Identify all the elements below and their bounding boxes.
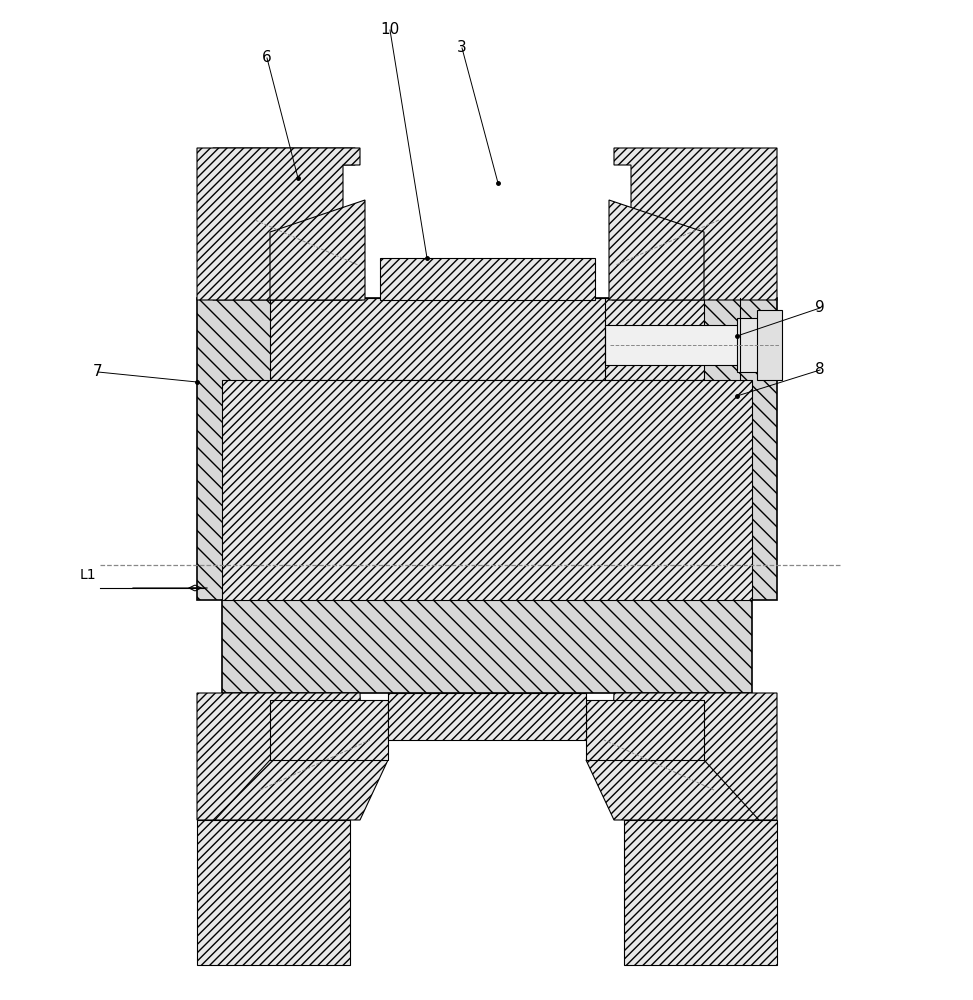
Polygon shape xyxy=(605,325,740,365)
Polygon shape xyxy=(624,820,777,965)
Polygon shape xyxy=(757,310,782,380)
Polygon shape xyxy=(213,148,360,300)
Polygon shape xyxy=(380,258,595,300)
Text: 6: 6 xyxy=(262,50,271,66)
Text: 10: 10 xyxy=(380,22,400,37)
Polygon shape xyxy=(197,298,777,600)
Polygon shape xyxy=(270,200,365,300)
Polygon shape xyxy=(737,318,762,372)
Text: L1: L1 xyxy=(80,568,96,582)
Polygon shape xyxy=(222,600,752,693)
Polygon shape xyxy=(586,760,759,820)
Text: 8: 8 xyxy=(815,362,825,377)
Polygon shape xyxy=(197,148,362,300)
Polygon shape xyxy=(586,700,704,760)
Polygon shape xyxy=(609,200,704,300)
Text: 3: 3 xyxy=(457,40,467,55)
Polygon shape xyxy=(612,693,777,820)
Polygon shape xyxy=(197,820,350,965)
Polygon shape xyxy=(270,298,704,380)
Polygon shape xyxy=(388,693,586,740)
Polygon shape xyxy=(215,760,388,820)
Polygon shape xyxy=(612,148,777,300)
Text: 7: 7 xyxy=(93,364,103,379)
Polygon shape xyxy=(270,700,388,760)
Polygon shape xyxy=(197,693,362,820)
Text: 9: 9 xyxy=(815,300,825,316)
Polygon shape xyxy=(222,380,752,600)
